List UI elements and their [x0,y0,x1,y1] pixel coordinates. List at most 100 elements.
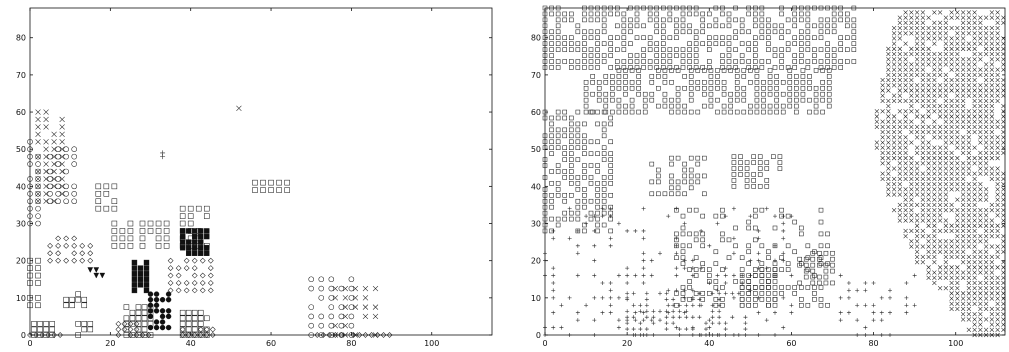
data-point-cross-x [932,233,937,239]
data-point-cross-x [920,41,926,46]
data-point-plus [684,315,689,320]
data-point-square [702,191,707,197]
data-point-cross-x [914,67,920,72]
data-point-plus [638,303,643,308]
data-point-square [569,175,574,180]
data-point-filled-square [198,250,204,256]
data-point-filled-circle [153,296,160,303]
data-point-square [603,97,609,103]
data-point-cross-x [972,249,977,254]
data-point-square [797,262,802,268]
data-point-cross-x [989,135,995,140]
data-point-cross-x [914,25,920,31]
data-point-cross-x [903,233,908,239]
data-point-cross-x [966,83,972,88]
data-point-square [675,85,681,91]
data-point-square [575,109,581,115]
data-point-plus [682,266,687,271]
data-point-square [803,256,809,262]
data-point-square [680,285,686,290]
data-point-cross-x [897,93,903,98]
data-point-square [785,65,791,70]
data-point-square [615,59,620,64]
data-point-square [595,35,600,41]
data-point-plus [690,297,695,302]
data-point-diamond [207,280,214,286]
data-point-square [601,222,607,228]
data-point-cross-x [914,249,920,254]
data-point-cross-x [35,124,41,130]
data-point-square [695,80,701,85]
data-point-square [549,115,554,121]
data-point-cross-x [43,124,49,130]
y-tick-label-right: 40 [531,182,541,191]
data-point-cross-x [937,270,943,275]
data-point-cross-x [914,259,920,265]
data-point-cross-x [966,72,972,78]
data-point-cross-x [960,228,966,234]
data-point-cross-x [914,176,920,182]
data-point-cross-x [897,109,903,114]
data-point-cross-x [937,244,943,249]
data-point-square [805,302,811,308]
data-point-square [831,65,837,70]
data-point-cross-x [995,265,1000,270]
data-point-square [767,68,773,73]
data-point-diamond [199,280,206,286]
data-point-square [700,29,705,35]
data-point-cross-x [960,296,966,301]
data-point-cross-x [920,150,926,156]
data-point-cross-x [874,114,880,119]
data-point-cross-x [949,51,954,57]
data-point-cross-x [978,327,983,332]
data-point-square [555,216,561,222]
data-point-square [820,68,825,73]
data-point-plus [781,258,786,263]
data-point-cross-x [880,161,885,166]
data-point-cross-x [983,129,989,135]
data-point-square [675,97,681,103]
data-point-square [129,309,136,316]
data-point-plus [748,273,753,278]
data-point-plus [731,251,736,256]
data-point-cross-x [920,181,926,187]
data-point-square [753,23,758,29]
data-point-diamond [356,332,363,338]
data-point-cross-x [880,176,885,182]
data-point-cross-x [914,145,920,150]
data-point-square [812,291,817,296]
data-point-square [179,205,186,212]
data-point-square [713,213,719,219]
data-point-plus [707,243,712,248]
data-point-plus [575,310,580,315]
data-point-square [766,279,771,284]
data-point-square [111,228,118,234]
data-point-square [680,65,686,70]
data-point-square [715,97,720,103]
data-point-square [642,91,648,97]
data-point-diamond [127,332,134,338]
data-point-square [766,249,771,255]
data-point-plus [608,243,613,248]
data-point-square [555,23,561,29]
data-point-cross-x [983,207,989,213]
data-point-square [693,47,699,52]
data-point-square [785,17,791,23]
data-point-square [582,193,587,198]
data-point-square [748,68,753,73]
data-point-square [693,35,699,41]
data-point-square [139,228,146,234]
data-point-square [583,80,589,85]
data-point-diamond [199,287,206,294]
data-point-square [252,187,258,193]
data-point-square [608,53,613,58]
data-point-cross-x [955,119,960,124]
data-point-square [799,231,804,237]
data-point-square [549,59,554,64]
data-point-square [621,11,627,17]
data-point-cross-x [880,135,885,140]
data-point-square [680,59,686,64]
data-point-cross-x [972,270,977,275]
data-point-cross-x [903,109,908,114]
